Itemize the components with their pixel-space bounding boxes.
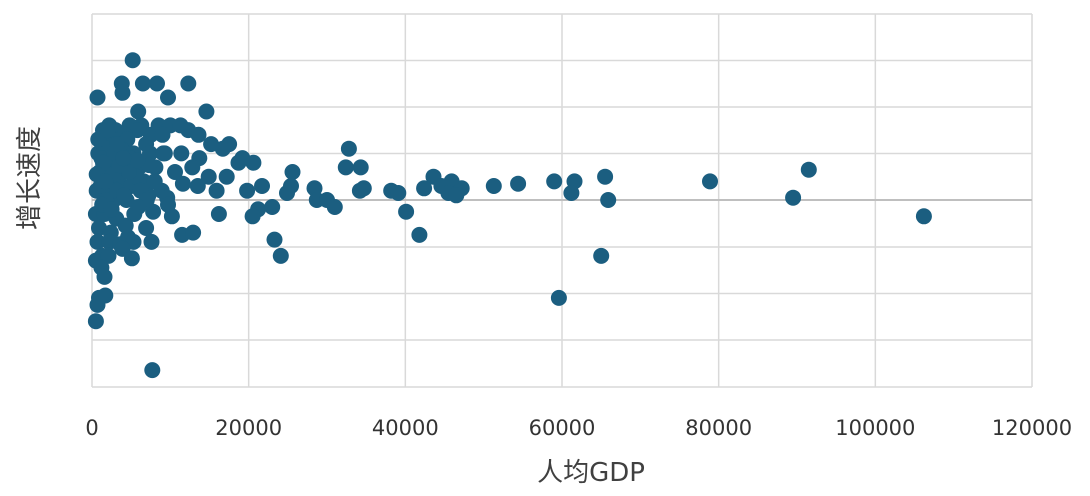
y-axis-title: 增长速度 <box>15 126 45 230</box>
gridlines <box>91 13 1033 388</box>
x-tick-label: 0 <box>85 416 98 440</box>
data-point <box>180 75 197 92</box>
data-point <box>239 182 256 199</box>
x-tick-labels: 0 20000 40000 60000 80000 100000 120000 <box>85 416 1072 440</box>
data-point <box>785 189 802 206</box>
data-point <box>115 150 132 167</box>
data-point <box>214 140 231 157</box>
data-point <box>550 289 567 306</box>
data-point <box>198 103 215 120</box>
data-point <box>116 187 133 204</box>
data-point <box>109 136 126 153</box>
data-point <box>173 145 190 162</box>
data-point <box>174 175 191 192</box>
data-point <box>185 224 202 241</box>
data-point <box>143 233 160 250</box>
data-point <box>117 217 134 234</box>
data-point <box>190 126 207 143</box>
data-point <box>89 233 106 250</box>
data-point <box>144 362 161 379</box>
data-point <box>160 89 176 106</box>
data-point <box>96 268 113 285</box>
data-point <box>244 208 261 225</box>
x-tick-label: 80000 <box>685 416 752 440</box>
data-point <box>100 247 117 264</box>
data-point <box>600 192 617 208</box>
data-points <box>87 52 932 379</box>
data-point <box>284 164 301 180</box>
data-point <box>411 226 428 243</box>
data-point <box>448 187 465 204</box>
data-point <box>915 208 932 225</box>
data-point <box>124 52 141 69</box>
data-point <box>272 247 289 264</box>
data-point <box>337 159 354 176</box>
data-point <box>326 199 343 215</box>
data-point <box>485 178 502 194</box>
data-point <box>245 154 262 171</box>
data-point <box>129 152 146 169</box>
data-point <box>103 201 120 218</box>
data-point <box>200 168 217 185</box>
data-point <box>264 199 281 215</box>
data-point <box>123 250 140 267</box>
data-point <box>97 173 114 190</box>
data-point <box>208 182 225 199</box>
data-point <box>167 164 183 180</box>
data-point <box>154 126 171 143</box>
data-point <box>597 168 614 185</box>
data-point <box>145 203 162 220</box>
x-tick-label: 40000 <box>372 416 439 440</box>
x-tick-label: 120000 <box>992 416 1072 440</box>
data-point <box>130 103 147 120</box>
data-point <box>218 168 235 185</box>
data-point <box>138 220 155 236</box>
data-point <box>87 313 104 330</box>
data-point <box>129 122 146 139</box>
data-point <box>210 206 227 222</box>
data-point <box>593 247 610 264</box>
data-point <box>800 161 817 178</box>
data-point <box>134 75 151 92</box>
data-point <box>189 178 206 194</box>
data-point <box>266 231 283 248</box>
data-point <box>114 84 131 101</box>
data-point <box>95 154 111 171</box>
data-point <box>279 185 295 201</box>
data-point <box>155 145 172 162</box>
data-point <box>149 75 165 92</box>
x-tick-label: 20000 <box>215 416 282 440</box>
data-point <box>351 182 368 199</box>
data-point <box>416 180 433 197</box>
data-point <box>390 185 407 201</box>
data-point <box>184 159 201 176</box>
data-point <box>510 175 527 192</box>
data-point <box>230 154 247 171</box>
data-point <box>398 203 415 220</box>
data-point <box>352 159 369 176</box>
x-tick-label: 60000 <box>529 416 596 440</box>
data-point <box>130 199 147 215</box>
x-tick-label: 100000 <box>835 416 915 440</box>
data-point <box>142 145 158 162</box>
data-point <box>89 89 106 106</box>
data-point <box>89 296 106 313</box>
x-axis-title: 人均GDP <box>537 458 645 488</box>
data-point <box>563 185 580 201</box>
data-point <box>160 196 176 213</box>
data-point <box>702 173 718 190</box>
data-point <box>99 122 116 139</box>
data-point <box>146 173 163 190</box>
data-point <box>546 173 563 190</box>
data-point <box>254 178 270 194</box>
data-point <box>340 140 357 157</box>
